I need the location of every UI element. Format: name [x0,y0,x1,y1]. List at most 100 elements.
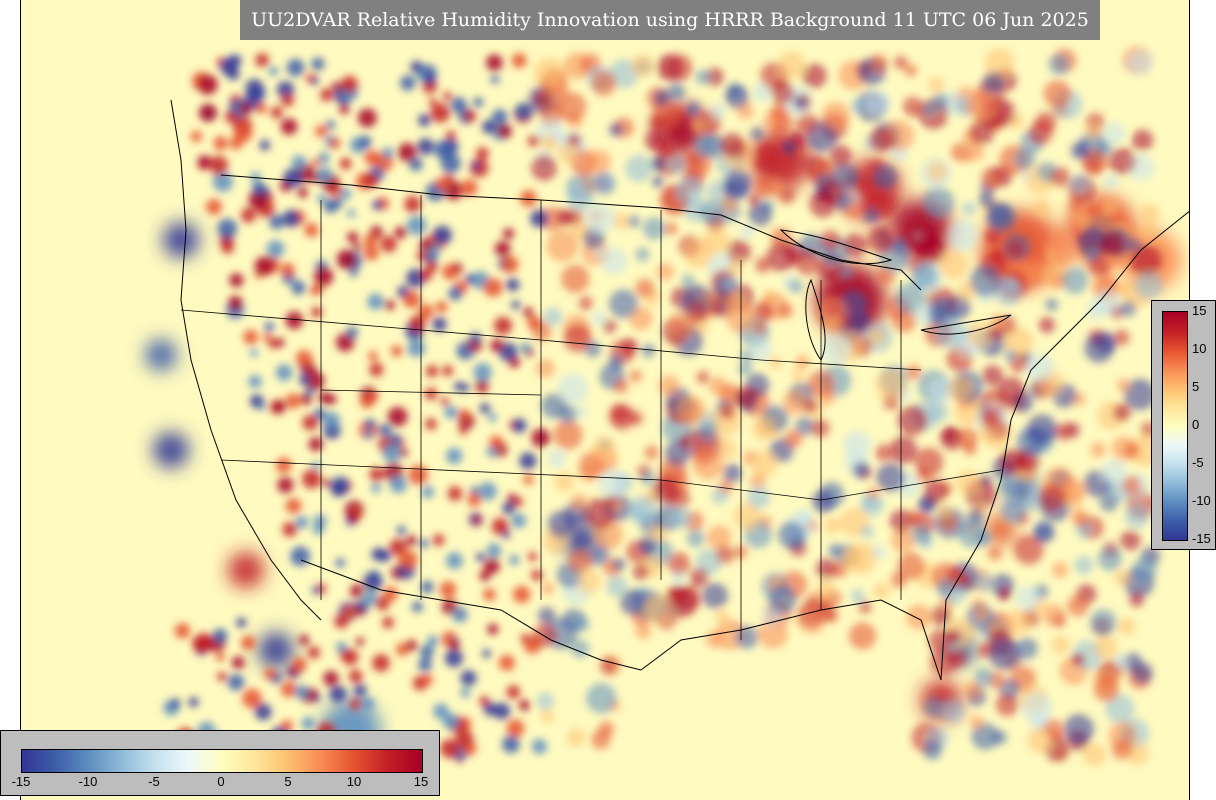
innovation-speckle [1101,198,1118,216]
innovation-speckle [444,405,458,419]
innovation-speckle [593,246,607,260]
innovation-speckle [820,333,851,364]
innovation-speckle [434,140,454,160]
innovation-speckle [1007,240,1024,258]
innovation-speckle [411,601,423,613]
innovation-speckle [865,90,891,116]
innovation-speckle [982,72,1004,94]
innovation-speckle [1131,129,1154,151]
innovation-speckle [302,414,319,431]
innovation-speckle [316,167,333,183]
innovation-speckle [421,485,434,499]
innovation-speckle [816,558,838,580]
innovation-speckle [699,200,723,224]
innovation-speckle [931,605,952,627]
innovation-speckle [863,207,880,224]
innovation-speckle [290,546,311,567]
innovation-speckle [563,324,592,353]
innovation-speckle [390,345,403,357]
innovation-speckle [630,504,647,521]
innovation-speckle [255,102,267,114]
innovation-speckle [348,669,363,684]
innovation-speckle [1013,534,1044,565]
innovation-speckle [469,332,481,344]
innovation-speckle [649,115,667,132]
innovation-speckle [936,578,955,598]
humidity-innovation-map [21,0,1189,800]
innovation-speckle [904,64,918,77]
innovation-speckle [519,452,537,470]
innovation-speckle [490,339,504,352]
innovation-speckle [686,529,705,548]
innovation-speckle [591,436,616,461]
east-coastline [940,210,1189,681]
innovation-speckle [784,429,803,448]
innovation-speckle [1116,378,1130,392]
innovation-speckle [974,667,994,688]
innovation-speckle [939,250,969,280]
innovation-speckle [752,416,777,441]
innovation-speckle [1038,484,1066,512]
innovation-speckle [371,547,385,561]
innovation-speckle [860,525,874,539]
innovation-speckle [612,212,630,230]
innovation-speckle [566,184,594,212]
innovation-speckle [658,375,680,397]
innovation-speckle [1131,662,1153,684]
innovation-speckle [630,54,654,78]
innovation-speckle [1071,652,1085,666]
innovation-speckle [421,674,433,686]
innovation-speckle [978,192,995,208]
innovation-speckle [818,179,845,206]
innovation-speckle [420,645,434,659]
state-boundaries [170,99,1189,681]
innovation-speckle [777,302,794,319]
innovation-speckle [1139,203,1160,225]
innovation-speckle [339,188,352,200]
innovation-speckle [419,237,433,252]
innovation-speckle [689,567,709,588]
innovation-speckle [876,463,905,492]
innovation-speckle [997,377,1026,405]
innovation-speckle [540,134,558,152]
innovation-speckle [416,71,426,82]
innovation-speckle [277,476,294,494]
innovation-speckle [282,209,300,228]
innovation-speckle [600,656,619,675]
innovation-speckle [511,418,527,433]
innovation-speckle [768,585,797,614]
innovation-speckle [1113,653,1128,668]
innovation-speckle [911,524,932,545]
innovation-speckle [906,364,921,380]
innovation-speckle [892,308,917,333]
innovation-speckle [1140,223,1157,241]
innovation-speckle [1052,561,1069,579]
innovation-speckle [460,687,471,698]
innovation-speckle [508,356,520,368]
innovation-speckle [693,134,717,158]
innovation-speckle [531,738,547,755]
innovation-speckle [995,693,1019,717]
innovation-speckle [974,572,994,592]
innovation-speckle [702,227,730,254]
innovation-speckle [311,306,323,318]
innovation-speckle [726,83,743,99]
innovation-speckle [829,144,852,168]
innovation-speckle [502,501,516,515]
innovation-speckle [357,108,377,128]
innovation-speckle [635,278,655,298]
innovation-speckle [264,667,277,680]
innovation-speckle [498,654,515,671]
innovation-speckle [224,110,238,123]
innovation-speckle [962,201,976,216]
innovation-speckle [384,299,395,311]
innovation-speckle [275,338,285,347]
innovation-speckle [1077,226,1108,257]
innovation-speckle [609,123,623,137]
innovation-speckle [486,54,503,72]
innovation-speckle [980,408,1001,429]
innovation-speckle [954,399,981,426]
innovation-speckle [291,280,306,295]
innovation-blob [163,222,199,258]
innovation-speckle [1111,739,1133,760]
